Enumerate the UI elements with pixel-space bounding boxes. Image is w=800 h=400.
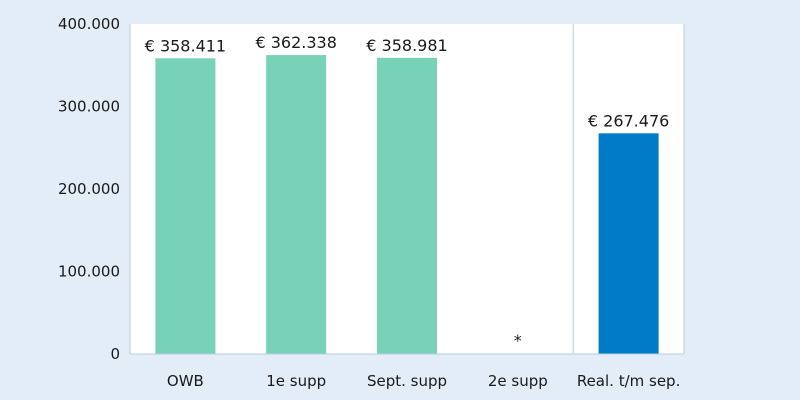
bar-1 [266, 55, 327, 354]
y-tick-label-3: 300.000 [58, 98, 120, 116]
y-tick-label-0: 0 [110, 345, 120, 363]
data-label-4: € 267.476 [588, 111, 669, 130]
bar-0 [155, 58, 216, 355]
y-tick-label-4: 400.000 [58, 15, 120, 33]
data-label-0: € 358.411 [145, 36, 226, 55]
category-label-1: 1e supp [266, 372, 326, 390]
data-label-2: € 358.981 [366, 36, 447, 55]
category-label-4: Real. t/m sep. [577, 372, 681, 390]
data-label-1: € 362.338 [255, 33, 336, 52]
data-label-3: * [514, 331, 522, 350]
y-tick-label-1: 100.000 [58, 263, 120, 281]
category-label-3: 2e supp [488, 372, 548, 390]
bar-4 [598, 133, 659, 354]
bar-2 [377, 57, 437, 355]
category-label-2: Sept. supp [367, 372, 447, 390]
category-label-0: OWB [167, 372, 204, 390]
y-tick-label-2: 200.000 [58, 180, 120, 198]
